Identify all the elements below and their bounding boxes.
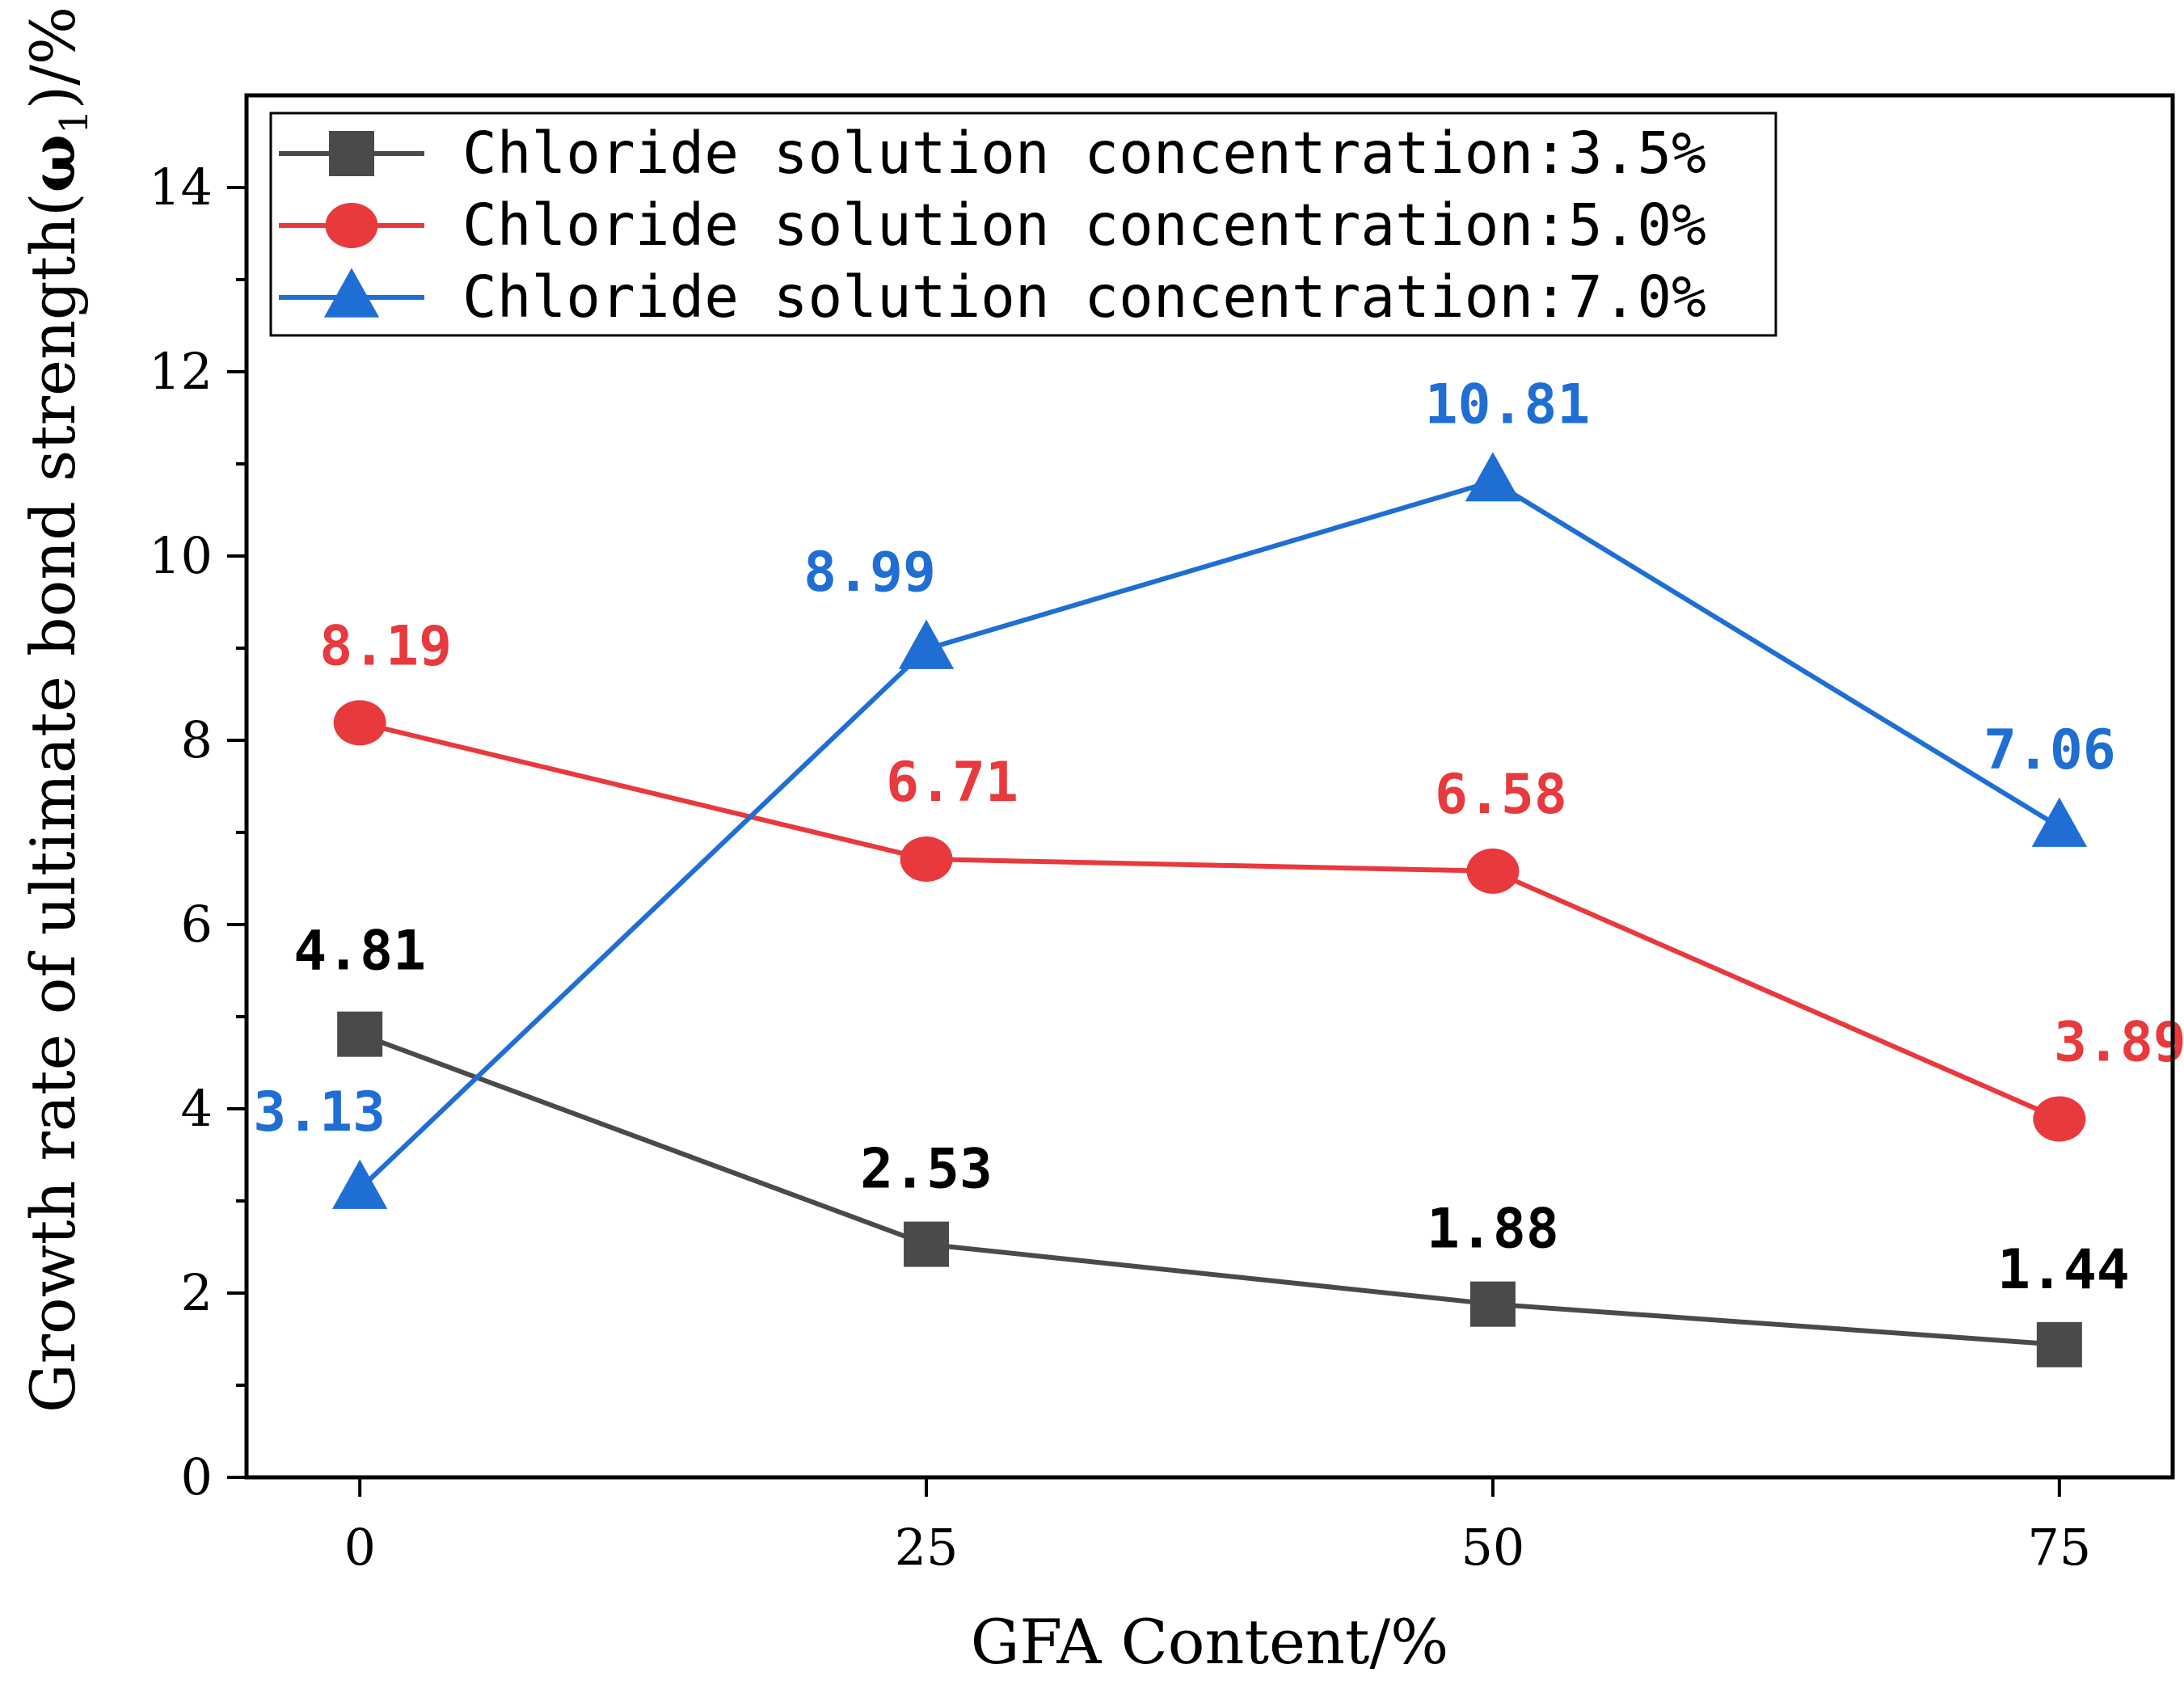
y-axis-title-main: Growth rate of ultimate bond strength( [17, 192, 89, 1413]
legend-box [269, 112, 1777, 337]
legend-label: Chloride solution concentration:3.5% [462, 120, 1706, 187]
data-labels: 4.81 2.53 1.88 1.44 8.19 6.71 6.58 3.89 3.13 8.99… [253, 373, 2184, 1302]
data-label: 2.53 [860, 1138, 993, 1202]
data-label: 6.58 [1435, 763, 1567, 827]
y-tick-label: 14 [149, 158, 213, 217]
data-label: 1.44 [1997, 1238, 2130, 1302]
data-label: 3.13 [253, 1081, 386, 1144]
y-axis-title-omega: ω [17, 134, 89, 192]
legend-marker-circle [325, 203, 378, 248]
series-line [359, 720, 2061, 1122]
data-point-circle [900, 836, 953, 883]
legend-entry: Chloride solution concentration:7.0% [279, 263, 1706, 331]
data-point-triangle [898, 619, 955, 669]
series-line [358, 478, 2061, 1191]
data-label: 10.81 [1425, 373, 1591, 437]
data-label: 7.06 [1984, 718, 2116, 782]
data-label: 6.71 [886, 751, 1018, 815]
y-axis-title-suffix: )/% [17, 6, 89, 109]
y-axis-title-subscript: 1 [52, 109, 97, 134]
y-tick-label: 10 [149, 526, 213, 585]
legend-label: Chloride solution concentration:7.0% [462, 263, 1706, 331]
series-square [337, 1011, 2082, 1367]
series-line [359, 1031, 2060, 1347]
data-point-square [1469, 1281, 1516, 1327]
data-label: 8.19 [319, 614, 452, 678]
data-label: 8.99 [803, 541, 936, 605]
y-tick-label: 2 [181, 1263, 213, 1322]
data-point-square [904, 1221, 950, 1267]
x-tick-label: 50 [1461, 1518, 1524, 1577]
legend-entry: Chloride solution concentration:5.0% [279, 192, 1706, 259]
data-point-circle [333, 700, 386, 746]
series-triangle [332, 452, 2087, 1209]
legend-marker-triangle [323, 268, 380, 318]
legend: Chloride solution concentration:3.5%Chlo… [269, 112, 1777, 337]
data-point-triangle [2031, 797, 2087, 847]
axes: 0 2 4 6 8 10 12 14 0 25 50 75 [149, 158, 2091, 1577]
legend-label: Chloride solution concentration:5.0% [462, 192, 1706, 259]
x-tick-label: 0 [344, 1518, 375, 1577]
series-group [332, 452, 2087, 1367]
data-point-triangle [332, 1159, 388, 1209]
data-point-triangle [1465, 452, 1521, 502]
y-tick-label: 12 [149, 342, 213, 401]
y-tick-label: 0 [181, 1447, 213, 1506]
plot-frame [244, 93, 2175, 1480]
legend-entry: Chloride solution concentration:3.5% [279, 120, 1706, 187]
y-tick-label: 6 [181, 895, 213, 954]
legend-marker-square [329, 131, 374, 176]
data-label: 3.89 [2054, 1011, 2184, 1075]
data-label: 1.88 [1427, 1198, 1559, 1262]
x-axis-title: GFA Content/% [971, 1606, 1449, 1678]
y-tick-label: 8 [181, 710, 213, 769]
data-label: 4.81 [293, 920, 426, 984]
y-axis-title: Growth rate of ultimate bond strength(ω1… [17, 6, 97, 1413]
x-tick-label: 75 [2027, 1518, 2091, 1577]
x-tick-label: 25 [895, 1518, 959, 1577]
y-tick-label: 4 [181, 1079, 213, 1138]
data-point-circle [1466, 848, 1520, 894]
data-point-square [337, 1011, 383, 1057]
data-point-square [2036, 1321, 2082, 1367]
series-circle [333, 700, 2086, 1142]
data-point-circle [2033, 1096, 2086, 1142]
